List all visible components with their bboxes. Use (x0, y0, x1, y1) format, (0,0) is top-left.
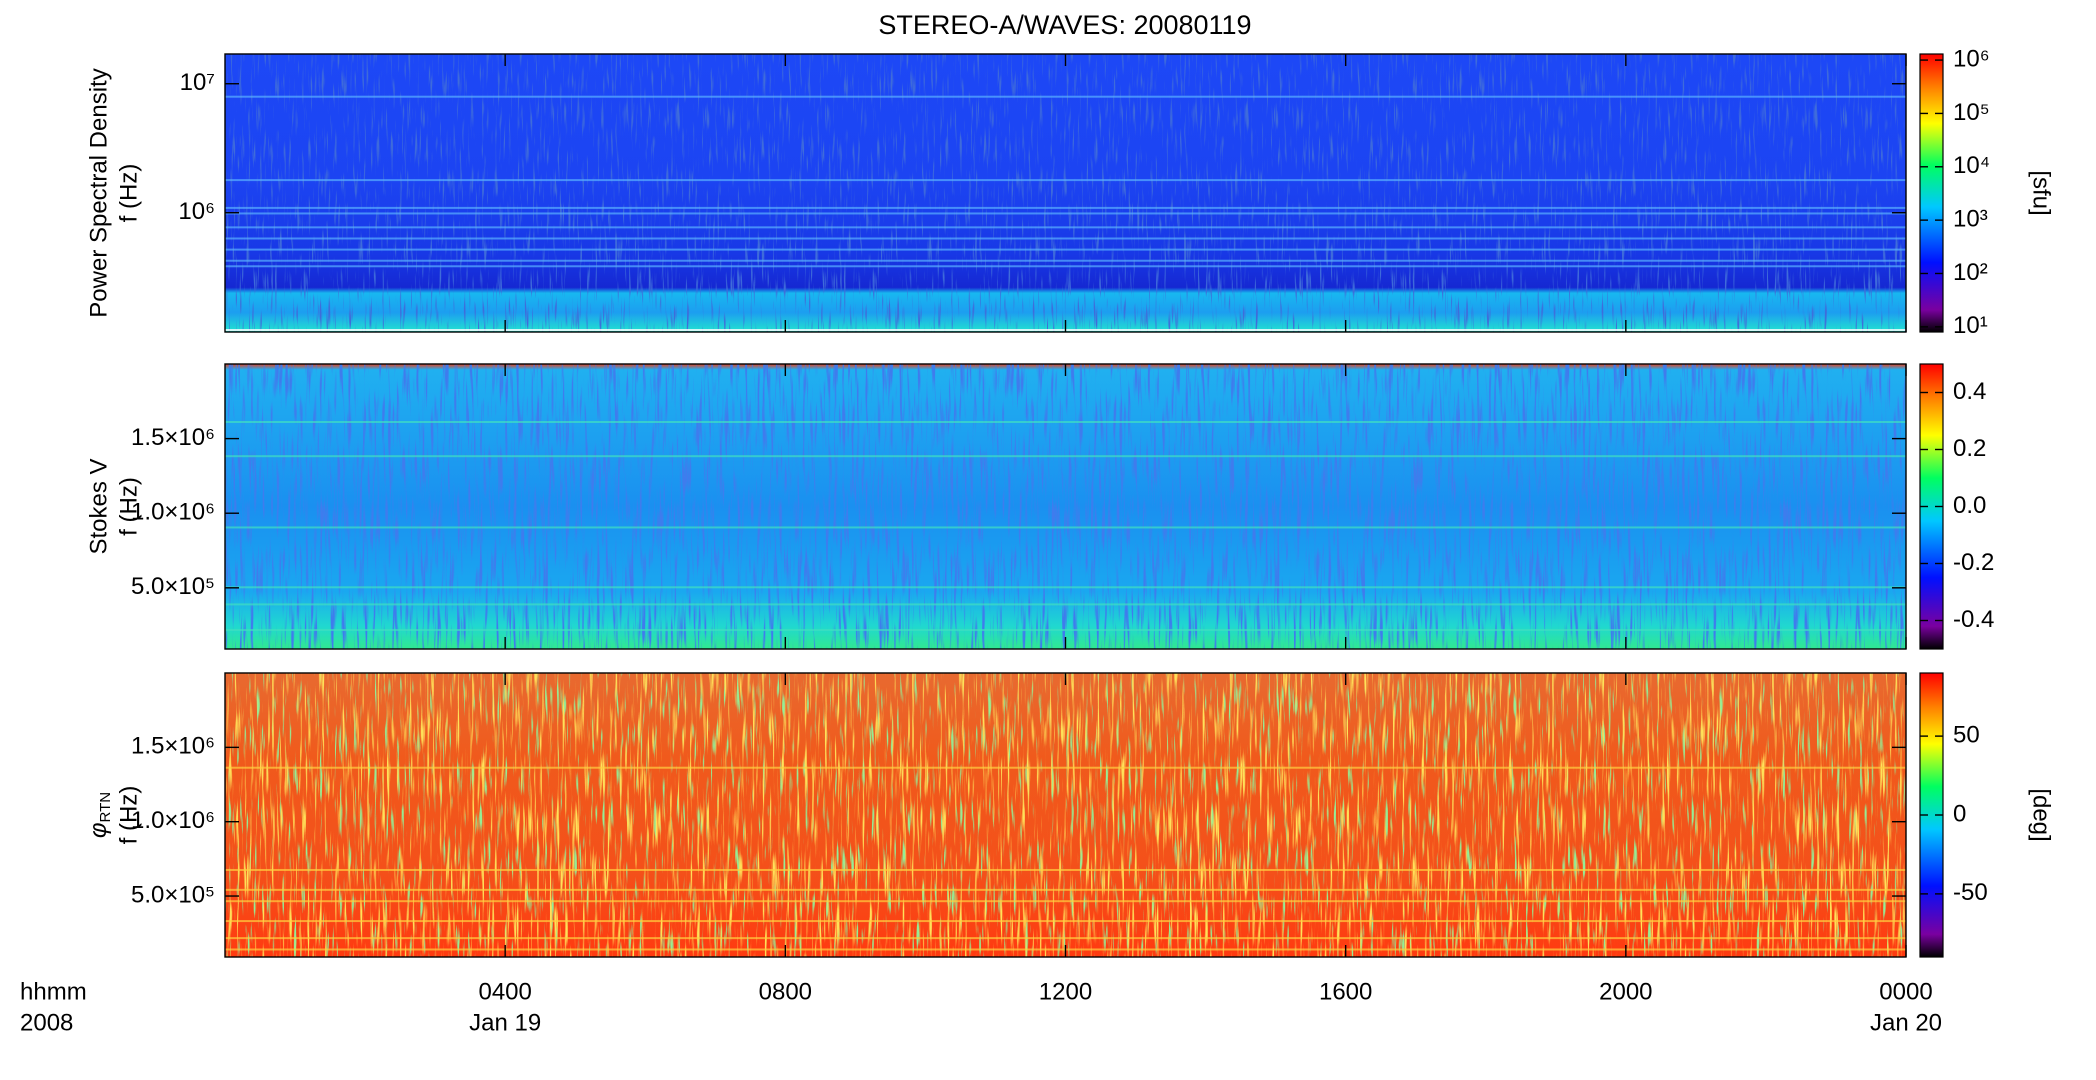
y-axis-label-text: f (Hz) (115, 786, 142, 845)
y-tick-label: 5.0×10⁵ (131, 881, 215, 908)
spectrogram-band (225, 629, 1906, 632)
spectrogram-band (225, 421, 1906, 423)
spectrogram-texture (225, 364, 1906, 649)
y-axis-label-text: Power Spectral Density (85, 68, 112, 317)
y-tick-label: 10⁶ (178, 198, 215, 225)
spectrogram-texture (225, 54, 1906, 332)
spectrogram-band (225, 206, 1906, 209)
y-label-symbol: φ (85, 822, 112, 838)
colorbar-tick-label: 50 (1953, 721, 1980, 748)
y-tick-label: 1.5×10⁶ (131, 424, 215, 451)
spectrogram-band (225, 455, 1906, 458)
colorbar-label: [sfu] (2028, 170, 2055, 215)
x-tick-date: Jan 20 (1870, 1009, 1942, 1036)
y-axis-label: φRTN (85, 792, 114, 838)
x-axis-label: 2008 (20, 1009, 73, 1036)
colorbar (1919, 53, 1944, 333)
x-tick-label: 1200 (1039, 978, 1092, 1005)
spectrogram-band (225, 526, 1906, 529)
x-tick-label: 0000 (1879, 978, 1932, 1005)
colorbar-tick-label: -0.4 (1953, 606, 1994, 633)
colorbar-tick-label: 10² (1953, 259, 1988, 286)
spectrogram-band (225, 179, 1906, 182)
colorbar-tick-label: -50 (1953, 879, 1988, 906)
y-axis-label: f (Hz) (115, 477, 142, 536)
colorbar-tick-label: 0 (1953, 800, 1966, 827)
spectrogram-band (225, 586, 1906, 589)
colorbar-tick-label: 10⁶ (1953, 45, 1990, 72)
spectrogram-band (225, 226, 1906, 229)
colorbar-tick-label: 10¹ (1953, 312, 1988, 339)
spectrogram-band (225, 248, 1906, 251)
spectrogram-band (225, 766, 1906, 769)
y-axis-label: Power Spectral Density (85, 68, 112, 317)
y-axis-label: f (Hz) (115, 786, 142, 845)
colorbar-tick-label: 10⁴ (1953, 152, 1990, 179)
colorbar-tick-label: -0.2 (1953, 549, 1994, 576)
y-tick-label: 1.0×10⁶ (131, 499, 215, 526)
spectrogram-band (225, 259, 1906, 262)
spectrogram-band (225, 265, 1906, 268)
spectrogram-band (225, 95, 1906, 98)
spectrogram-band (225, 868, 1906, 871)
spectrogram-band (225, 920, 1906, 923)
spectrogram-band (225, 900, 1906, 903)
y-axis-label-text: f (Hz) (115, 477, 142, 536)
colorbar-tick-label: 10³ (1953, 205, 1988, 232)
y-tick-label: 1.0×10⁶ (131, 807, 215, 834)
y-tick-label: 5.0×10⁵ (131, 573, 215, 600)
chart-title: STEREO-A/WAVES: 20080119 (878, 10, 1251, 40)
y-axis-label-text: f (Hz) (115, 164, 142, 223)
colorbar-tick-label: 0.0 (1953, 492, 1986, 519)
y-axis-label-text: φRTN (85, 792, 114, 838)
spectrogram-band (225, 603, 1906, 606)
spectrogram-texture (225, 673, 1906, 957)
x-tick-date: Jan 19 (469, 1009, 541, 1036)
colorbar-tick-label: 0.2 (1953, 435, 1986, 462)
y-tick-label: 1.5×10⁶ (131, 733, 215, 760)
colorbar-label: [deg] (2028, 788, 2055, 841)
y-tick-label: 10⁷ (180, 69, 215, 96)
y-axis-label-text: Stokes V (85, 458, 112, 554)
y-axis-label: Stokes V (85, 458, 112, 554)
colorbar-tick-label: 10⁵ (1953, 99, 1990, 126)
spectrogram-band (225, 237, 1906, 240)
spectrogram-band (225, 888, 1906, 891)
x-axis-label: hhmm (20, 978, 87, 1005)
y-label-subscript: RTN (97, 792, 114, 823)
colorbar-tick-label: 0.4 (1953, 378, 1986, 405)
x-tick-label: 0400 (478, 978, 531, 1005)
spectrogram-band (225, 212, 1906, 215)
x-tick-label: 2000 (1599, 978, 1652, 1005)
x-tick-label: 0800 (759, 978, 812, 1005)
spectrogram-band (225, 937, 1906, 940)
x-tick-label: 1600 (1319, 978, 1372, 1005)
y-axis-label: f (Hz) (115, 164, 142, 223)
